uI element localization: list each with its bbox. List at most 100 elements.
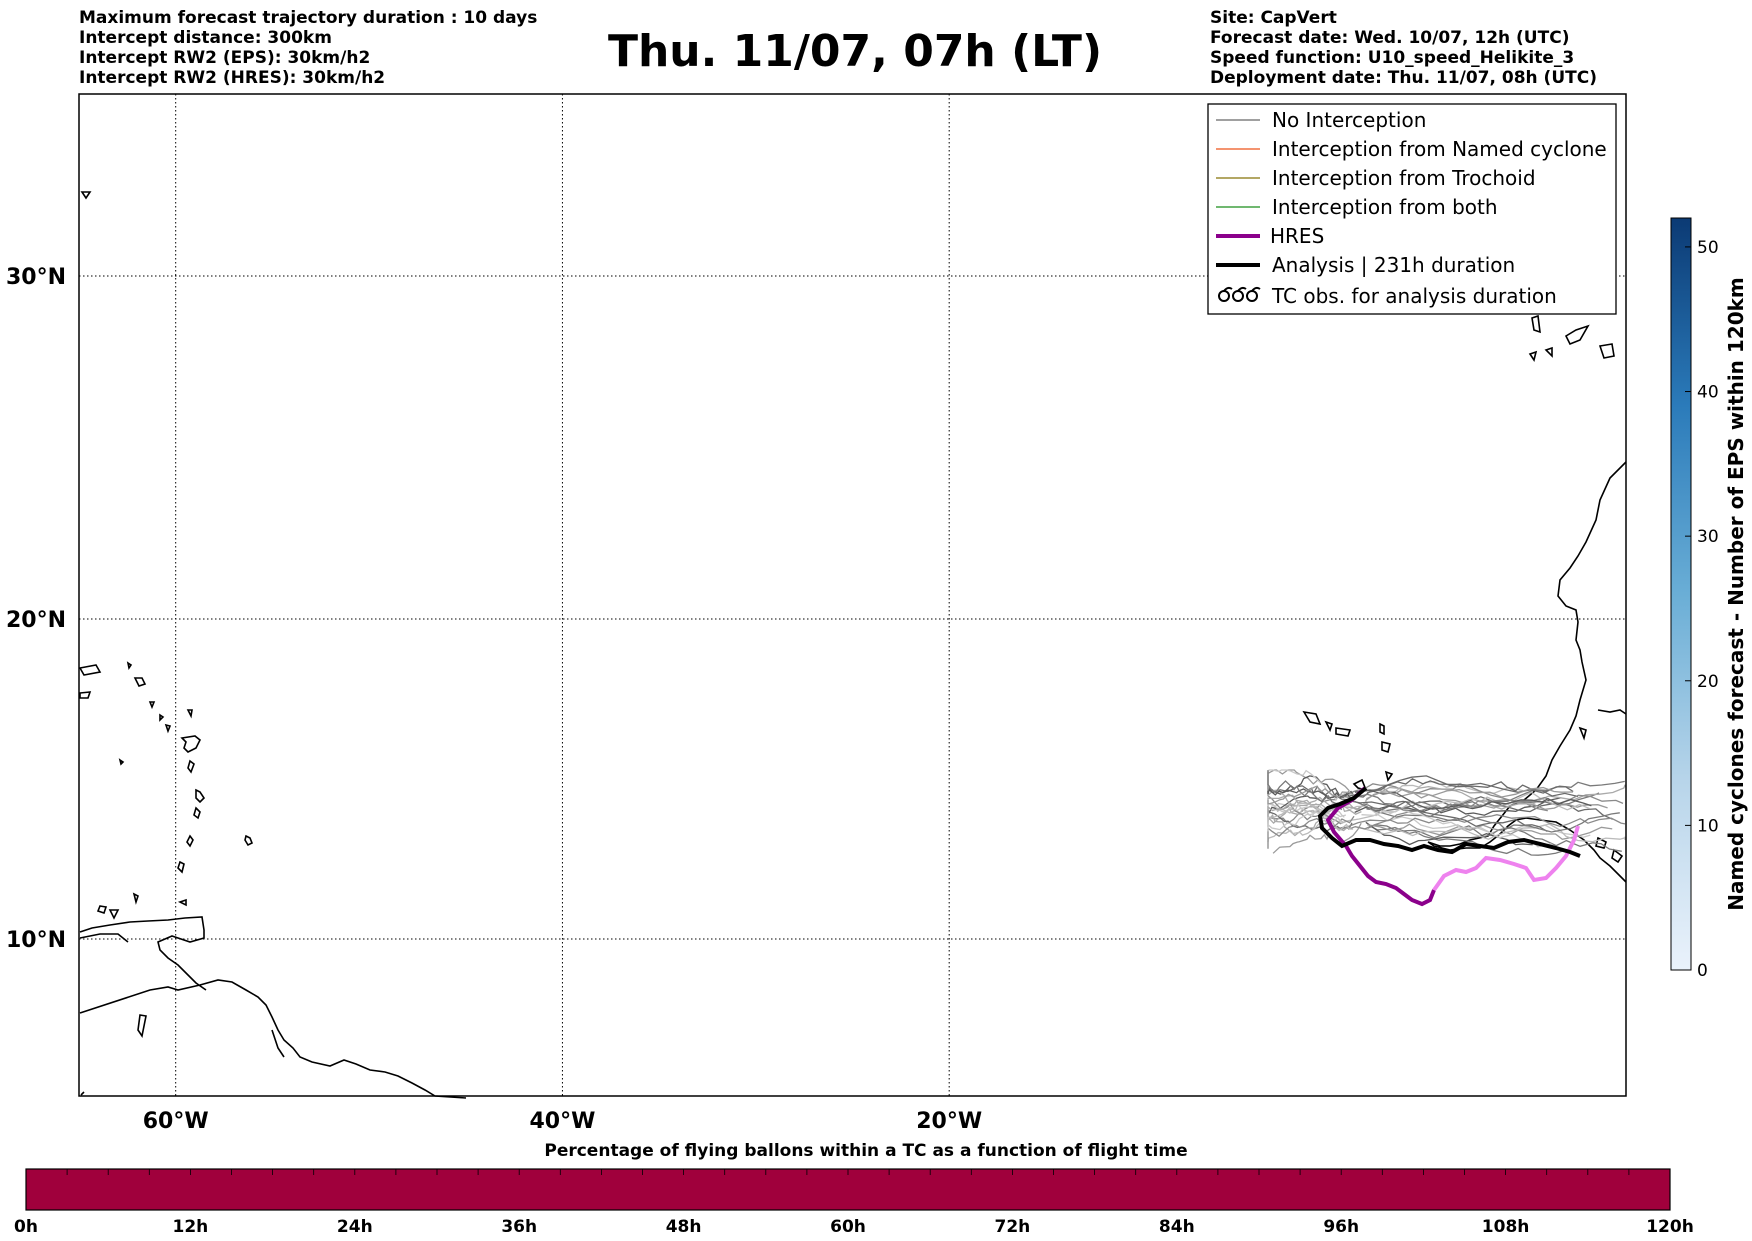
header-left-line: Intercept RW2 (HRES): 30km/h2 bbox=[79, 68, 386, 88]
colorbar-right-tick-label: 30 bbox=[1697, 527, 1719, 547]
colorbar-bottom: Percentage of flying ballons within a TC… bbox=[14, 1141, 1694, 1237]
legend-label-trochoid: Interception from Trochoid bbox=[1272, 166, 1536, 190]
island-cape-verde-sao-vicente bbox=[1324, 720, 1334, 733]
eps-trajectory-line bbox=[1340, 791, 1591, 824]
colorbar-right-tick-label: 40 bbox=[1697, 383, 1719, 403]
island-cape-verde-sal bbox=[1379, 722, 1385, 736]
eps-trajectories bbox=[1267, 769, 1626, 856]
colorbar-bottom-tick-label: 96h bbox=[1323, 1217, 1359, 1237]
eps-trajectory-line bbox=[1349, 778, 1574, 798]
colorbar-right-tick-label: 0 bbox=[1697, 961, 1708, 981]
header-right-line: Deployment date: Thu. 11/07, 08h (UTC) bbox=[1210, 68, 1597, 88]
colorbar-bottom-tick-label: 0h bbox=[14, 1217, 38, 1237]
header-right-line: Site: CapVert bbox=[1210, 8, 1337, 28]
eps-trajectory-line bbox=[1272, 822, 1362, 854]
header-left-line: Intercept distance: 300km bbox=[79, 28, 332, 48]
island-canary-5 bbox=[1544, 346, 1553, 358]
lat-tick-label: 10°N bbox=[6, 928, 66, 953]
lon-tick-label: 20°W bbox=[916, 1109, 982, 1134]
legend-box bbox=[1207, 103, 1617, 315]
eps-trajectory-line bbox=[1354, 797, 1562, 816]
eps-trajectory-line bbox=[1267, 811, 1341, 832]
eps-trajectory-line bbox=[1267, 788, 1342, 800]
eps-trajectory-line bbox=[1360, 823, 1626, 843]
header-right-line: Forecast date: Wed. 10/07, 12h (UTC) bbox=[1210, 28, 1570, 48]
eps-trajectory-line bbox=[1347, 814, 1626, 830]
eps-trajectory-line bbox=[1365, 821, 1533, 846]
eps-trajectory-line bbox=[1365, 784, 1626, 810]
island-pr-left bbox=[79, 691, 92, 699]
island-lesser-antilles-5 bbox=[186, 834, 194, 848]
coast-south-america bbox=[79, 979, 467, 1099]
island-bermuda bbox=[80, 191, 92, 200]
eps-trajectory-line bbox=[1267, 799, 1362, 815]
coastlines bbox=[78, 191, 1627, 1099]
colorbar-bottom-tick-label: 24h bbox=[337, 1217, 373, 1237]
island-barbados bbox=[244, 834, 254, 847]
header-right-line: Speed function: U10_speed_Helikite_3 bbox=[1210, 48, 1575, 68]
eps-trajectory-line bbox=[1267, 785, 1356, 805]
colorbar-bottom-tick-label: 120h bbox=[1646, 1217, 1694, 1237]
analysis-line bbox=[1317, 786, 1581, 858]
header-left-line: Intercept RW2 (EPS): 30km/h2 bbox=[79, 48, 371, 68]
header-left-line: Maximum forecast trajectory duration : 1… bbox=[79, 8, 538, 28]
coast-trinidad-venezuela bbox=[79, 916, 207, 991]
island-small-4 bbox=[164, 723, 172, 734]
island-small-7 bbox=[108, 909, 120, 920]
island-canary-3 bbox=[1598, 343, 1615, 359]
island-cape-verde-boavista bbox=[1381, 740, 1391, 754]
coast-guyana-river bbox=[271, 1029, 285, 1058]
map-title: Thu. 11/07, 07h (LT) bbox=[607, 26, 1103, 77]
hres-trajectory bbox=[1325, 786, 1580, 907]
legend-label-analysis: Analysis | 231h duration bbox=[1272, 253, 1515, 277]
colorbar-bottom-tick-label: 108h bbox=[1482, 1217, 1530, 1237]
legend-label-no-interception: No Interception bbox=[1272, 108, 1426, 132]
lat-tick-label: 30°N bbox=[6, 265, 66, 290]
eps-trajectory-line bbox=[1267, 819, 1354, 843]
eps-trajectory-line bbox=[1365, 786, 1574, 802]
island-small-1 bbox=[126, 661, 133, 671]
eps-trajectory-line bbox=[1368, 807, 1591, 838]
island-lesser-antilles-4 bbox=[193, 806, 201, 820]
colorbar-right: 0 10 20 30 40 50 Named cyclones forecast - Nu… bbox=[1670, 217, 1748, 981]
colorbar-bottom-tick-label: 84h bbox=[1159, 1217, 1195, 1237]
map-frame bbox=[78, 93, 1627, 1097]
colorbar-bottom-title: Percentage of flying ballons within a TC… bbox=[544, 1141, 1187, 1161]
island-margarita bbox=[137, 1014, 147, 1039]
axis-labels: 60°W 40°W 20°W 10°N 20°N 30°N bbox=[6, 265, 982, 1134]
eps-trajectory-line bbox=[1367, 823, 1613, 840]
colorbar-bottom-tick-label: 36h bbox=[501, 1217, 537, 1237]
colorbar-bottom-tick-label: 60h bbox=[830, 1217, 866, 1237]
island-lesser-antilles-3 bbox=[195, 788, 206, 804]
legend-label-both: Interception from both bbox=[1272, 195, 1498, 219]
lon-tick-label: 40°W bbox=[529, 1109, 595, 1134]
island-small-3 bbox=[159, 713, 165, 722]
island-puerto-rico bbox=[78, 664, 102, 676]
island-small-6 bbox=[96, 905, 108, 915]
eps-trajectory-line bbox=[1352, 800, 1548, 833]
colorbar-bottom-tick-label: 72h bbox=[995, 1217, 1031, 1237]
hres-line-late bbox=[1432, 825, 1580, 892]
island-cape-verde-fogo bbox=[1384, 770, 1394, 782]
hres-line-early bbox=[1325, 786, 1436, 907]
lon-tick-label: 60°W bbox=[143, 1109, 209, 1134]
island-lesser-antilles-2 bbox=[187, 759, 195, 774]
colorbar-bottom-tick-label: 12h bbox=[173, 1217, 209, 1237]
colorbar-right-tick-label: 50 bbox=[1697, 238, 1719, 258]
colorbar-bottom-ticks: 0h 12h 24h 36h 48h 60h 72h 84h 96h 108h 120h bbox=[14, 1169, 1694, 1237]
cyclone-icon bbox=[1218, 286, 1261, 302]
island-canary-1 bbox=[1531, 314, 1541, 334]
island-lesser-antilles-6 bbox=[177, 860, 185, 874]
eps-trajectory-line bbox=[1340, 794, 1624, 831]
colorbar-right-tick-label: 10 bbox=[1697, 816, 1719, 836]
colorbar-right-ticks: 0 10 20 30 40 50 bbox=[1685, 238, 1719, 981]
island-grenada bbox=[132, 892, 139, 905]
island-tobago bbox=[177, 898, 187, 907]
legend: No Interception Interception from Named … bbox=[1207, 103, 1617, 315]
island-small-5 bbox=[118, 758, 125, 766]
eps-trajectory-line bbox=[1354, 789, 1592, 810]
island-virgin bbox=[133, 677, 147, 687]
colorbar-right-title: Named cyclones forecast - Number of EPS … bbox=[1724, 277, 1748, 911]
island-antigua bbox=[186, 709, 193, 719]
